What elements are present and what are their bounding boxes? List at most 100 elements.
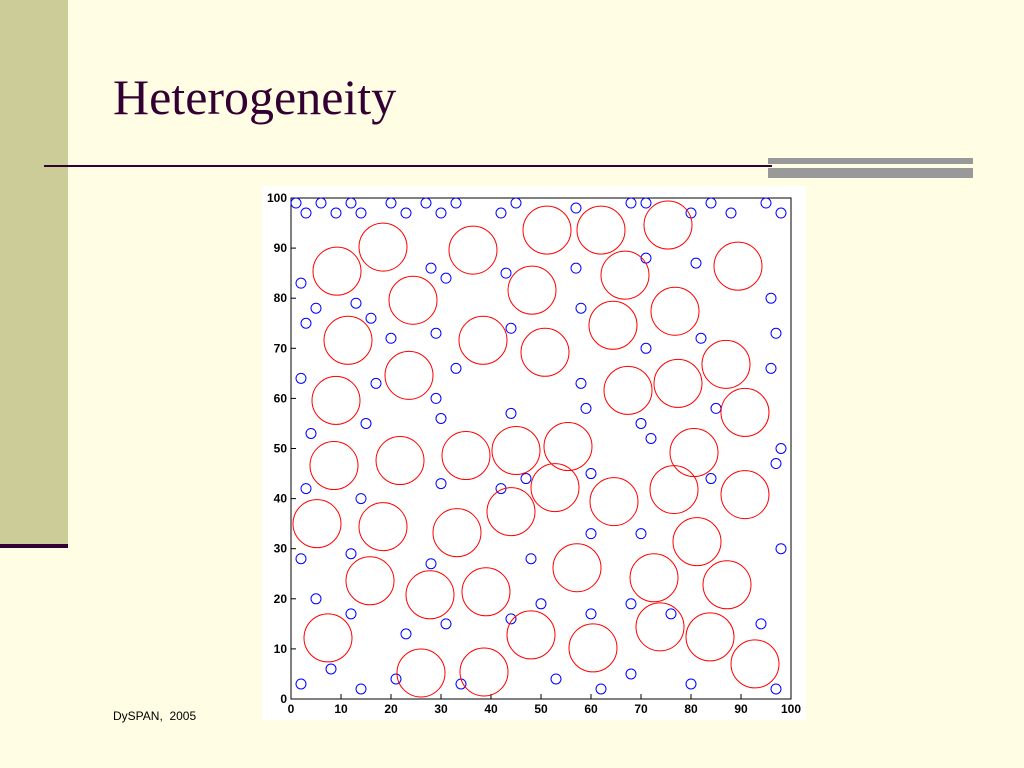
- large-cell: [459, 647, 509, 697]
- small-cell: [420, 197, 432, 209]
- large-cell: [702, 560, 752, 610]
- large-cell: [432, 508, 482, 558]
- large-cell: [685, 612, 735, 662]
- small-cell: [385, 332, 397, 344]
- small-cell: [500, 267, 512, 279]
- large-cell: [461, 567, 511, 617]
- small-cell: [770, 683, 782, 695]
- small-cell: [400, 207, 412, 219]
- large-cell: [303, 613, 353, 663]
- side-bar: [0, 0, 68, 545]
- small-cell: [625, 197, 637, 209]
- large-cell: [405, 570, 455, 620]
- small-cell: [775, 443, 787, 454]
- small-cell: [300, 207, 312, 219]
- small-cell: [585, 608, 597, 620]
- y-tick-label: 70: [274, 341, 288, 355]
- small-cell: [625, 668, 637, 680]
- large-cell: [448, 225, 498, 275]
- large-cell: [323, 315, 373, 365]
- large-cell: [720, 387, 770, 437]
- small-cell: [595, 683, 607, 695]
- small-cell: [535, 598, 547, 610]
- y-tick-label: 50: [274, 442, 288, 456]
- small-cell: [355, 683, 367, 695]
- footer: DySPAN, 2005: [113, 709, 197, 723]
- small-cell: [775, 543, 787, 555]
- large-cell: [543, 421, 593, 471]
- small-cell: [635, 417, 647, 429]
- small-cell: [755, 618, 767, 630]
- large-cell: [643, 200, 693, 250]
- large-cell: [672, 517, 722, 567]
- large-cell: [600, 250, 650, 300]
- x-tick-label: 90: [734, 702, 748, 716]
- large-cell: [507, 265, 557, 315]
- accent-bar: [768, 168, 973, 178]
- y-tick-label: 100: [267, 191, 287, 205]
- small-cell: [425, 262, 437, 274]
- y-tick-label: 40: [274, 492, 288, 506]
- small-cell: [510, 197, 522, 209]
- large-cell: [491, 426, 541, 476]
- small-cell: [760, 197, 772, 209]
- small-cell: [365, 312, 377, 324]
- x-tick-label: 50: [534, 702, 548, 716]
- small-cell: [440, 272, 452, 284]
- y-tick-label: 90: [274, 241, 288, 255]
- large-cell: [375, 436, 425, 486]
- x-tick-label: 20: [384, 702, 398, 716]
- large-cell: [576, 205, 626, 255]
- small-cell: [300, 483, 312, 495]
- small-cell: [430, 327, 442, 339]
- large-cell: [486, 487, 536, 537]
- y-tick-label: 10: [274, 642, 288, 656]
- x-tick-label: 10: [334, 702, 348, 716]
- small-cell: [345, 197, 357, 209]
- small-cell: [580, 402, 592, 414]
- large-cell: [701, 339, 751, 389]
- large-cell: [649, 465, 699, 515]
- x-tick-label: 30: [434, 702, 448, 716]
- x-tick-label: 100: [781, 702, 801, 716]
- large-cell: [506, 610, 556, 660]
- small-cell: [690, 257, 702, 269]
- small-cell: [570, 262, 582, 274]
- small-cell: [370, 377, 382, 389]
- small-cell: [360, 417, 372, 429]
- small-cell: [640, 342, 652, 354]
- small-cell: [435, 207, 447, 219]
- small-cell: [300, 317, 312, 329]
- y-tick-label: 0: [280, 692, 287, 706]
- small-cell: [295, 678, 307, 690]
- small-cell: [385, 197, 397, 209]
- accent-bar: [768, 158, 973, 164]
- small-cell: [330, 207, 342, 219]
- large-cell: [345, 556, 395, 606]
- x-tick-label: 80: [684, 702, 698, 716]
- small-cell: [310, 302, 322, 314]
- small-cell: [645, 432, 657, 444]
- small-cell: [295, 372, 307, 384]
- large-cell: [629, 553, 679, 603]
- small-cell: [430, 392, 442, 404]
- small-cell: [345, 548, 357, 560]
- large-cell: [388, 275, 438, 325]
- chart: 0 10 20 30 40 50 60 70 80 90 100 0 10 20 30 40 50 60 70 80 9…: [262, 186, 806, 720]
- small-cell: [505, 407, 517, 419]
- large-cell: [396, 648, 446, 698]
- x-tick-label: 70: [634, 702, 648, 716]
- small-cell: [505, 322, 517, 334]
- large-cell: [603, 365, 653, 415]
- side-rule: [0, 544, 68, 548]
- small-cell: [325, 663, 337, 675]
- small-cell: [450, 362, 462, 374]
- large-cell: [653, 358, 703, 408]
- x-tick-label: 40: [484, 702, 498, 716]
- large-cell: [520, 327, 570, 377]
- small-cell: [550, 673, 562, 685]
- small-cell: [770, 327, 782, 339]
- small-cell: [640, 197, 652, 209]
- small-cell: [390, 673, 402, 685]
- small-cell: [290, 197, 302, 209]
